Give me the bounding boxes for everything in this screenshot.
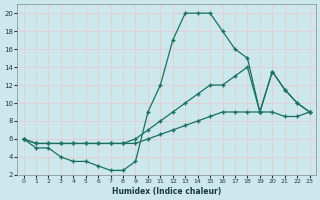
X-axis label: Humidex (Indice chaleur): Humidex (Indice chaleur) (112, 187, 221, 196)
